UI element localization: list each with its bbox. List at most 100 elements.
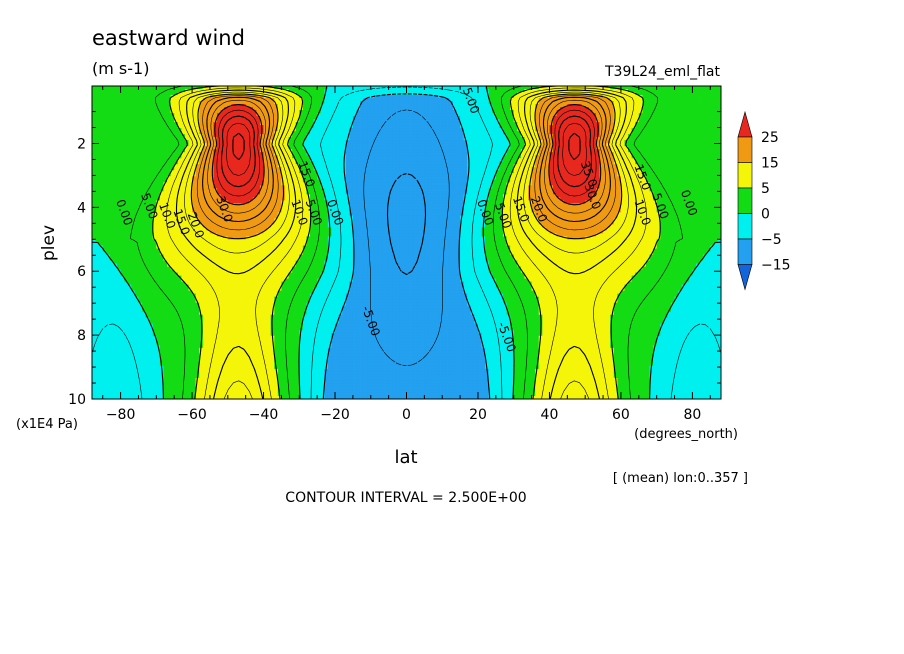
field-cell — [138, 119, 143, 123]
field-cell — [134, 110, 139, 114]
field-cell — [449, 98, 454, 102]
field-cell — [427, 107, 432, 111]
field-cell — [463, 95, 468, 99]
field-cell — [213, 86, 218, 90]
field-cell — [431, 104, 436, 108]
field-cell — [320, 146, 325, 150]
field-cell — [388, 152, 393, 156]
field-cell — [92, 134, 96, 138]
field-cell — [199, 125, 204, 129]
field-cell — [452, 119, 457, 123]
field-cell — [570, 119, 575, 123]
field-cell — [424, 107, 429, 111]
field-cell — [352, 134, 357, 138]
field-cell — [395, 158, 400, 162]
field-cell — [317, 152, 322, 156]
field-cell — [249, 155, 254, 159]
field-cell — [335, 152, 339, 156]
field-cell — [485, 107, 490, 111]
field-cell — [642, 92, 647, 96]
field-cell — [606, 122, 611, 126]
field-cell — [156, 86, 161, 90]
field-cell — [395, 119, 400, 123]
field-cell — [349, 107, 354, 111]
field-cell — [549, 86, 554, 90]
field-cell — [492, 137, 497, 141]
field-cell — [117, 110, 121, 114]
field-cell — [99, 155, 104, 159]
field-cell — [292, 152, 297, 156]
field-cell — [506, 164, 511, 168]
field-cell — [688, 140, 693, 144]
field-cell — [281, 155, 286, 159]
field-cell — [202, 155, 207, 159]
field-cell — [374, 152, 379, 156]
field-cell — [395, 98, 400, 102]
field-cell — [567, 131, 572, 135]
field-cell — [170, 104, 175, 108]
field-cell — [567, 125, 572, 129]
field-cell — [553, 161, 557, 165]
field-cell — [424, 92, 429, 96]
field-cell — [338, 98, 343, 102]
field-cell — [549, 167, 554, 171]
field-cell — [692, 98, 697, 102]
field-cell — [563, 98, 568, 102]
field-cell — [427, 95, 432, 99]
field-cell — [435, 158, 440, 162]
field-cell — [102, 98, 107, 102]
field-cell — [452, 167, 457, 171]
field-cell — [220, 152, 225, 156]
field-cell — [610, 122, 615, 126]
field-cell — [413, 155, 418, 159]
field-cell — [581, 125, 586, 129]
field-cell — [370, 89, 375, 93]
field-cell — [592, 125, 597, 129]
field-cell — [345, 95, 350, 99]
field-cell — [485, 110, 490, 114]
field-cell — [227, 161, 232, 165]
field-cell — [199, 167, 204, 171]
field-cell — [613, 134, 618, 138]
field-cell — [581, 110, 586, 114]
field-cell — [113, 89, 118, 93]
field-cell — [574, 149, 579, 153]
field-cell — [513, 155, 518, 159]
field-cell — [206, 140, 211, 144]
field-cell — [370, 107, 375, 111]
field-cell — [317, 158, 322, 162]
field-cell — [492, 125, 497, 129]
field-cell — [349, 98, 354, 102]
field-cell — [277, 92, 282, 96]
field-cell — [360, 134, 365, 138]
field-cell — [438, 125, 443, 129]
field-cell — [92, 98, 96, 102]
field-cell — [145, 170, 150, 174]
field-cell — [174, 86, 179, 90]
field-cell — [213, 113, 218, 117]
field-cell — [209, 140, 214, 144]
field-cell — [192, 116, 197, 120]
field-cell — [377, 104, 382, 108]
field-cell — [227, 98, 232, 102]
field-cell — [502, 143, 507, 147]
field-cell — [688, 86, 693, 90]
field-cell — [645, 101, 650, 105]
field-cell — [499, 92, 504, 96]
field-cell — [310, 122, 314, 126]
field-cell — [102, 161, 107, 165]
field-cell — [385, 131, 390, 135]
field-cell — [109, 146, 114, 150]
field-cell — [102, 86, 107, 90]
field-cell — [192, 86, 197, 90]
field-cell — [149, 167, 154, 171]
field-cell — [699, 149, 704, 153]
field-cell — [117, 104, 121, 108]
field-cell — [131, 86, 136, 90]
field-cell — [474, 92, 479, 96]
field-cell — [595, 98, 600, 102]
field-cell — [438, 167, 443, 171]
field-cell — [435, 116, 440, 120]
field-cell — [127, 167, 132, 171]
field-cell — [456, 128, 461, 132]
